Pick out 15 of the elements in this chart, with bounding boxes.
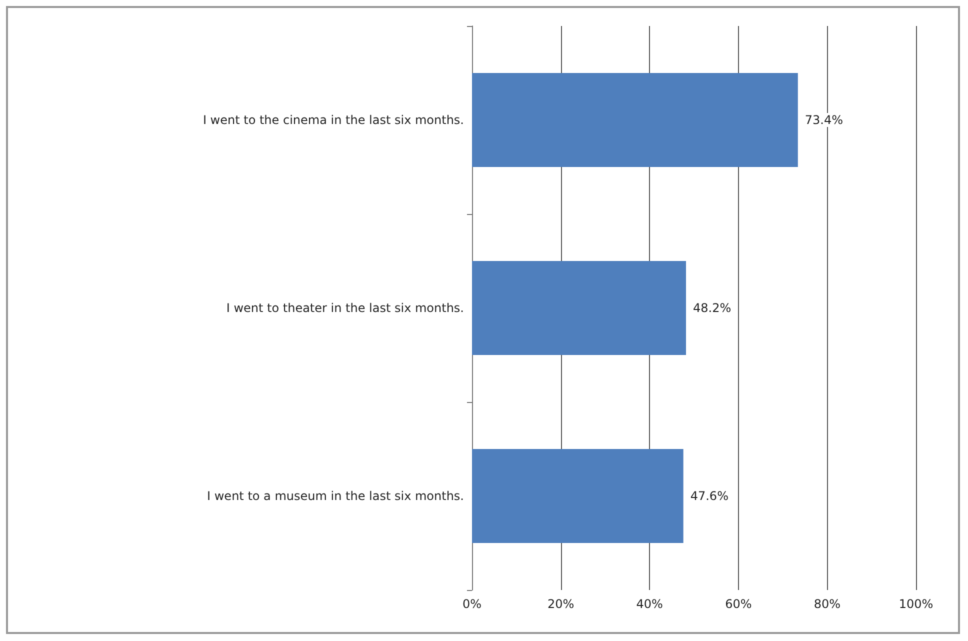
bar (472, 261, 686, 355)
x-tick-label: 60% (725, 597, 752, 611)
bar (472, 73, 798, 167)
data-label: 73.4% (804, 113, 844, 127)
x-tick-label: 80% (814, 597, 841, 611)
x-tick-label: 20% (547, 597, 574, 611)
x-tick-label: 0% (462, 597, 482, 611)
x-tick-label: 40% (636, 597, 663, 611)
y-tick-label: I went to theater in the last six months. (226, 301, 464, 315)
y-tick-label: I went to the cinema in the last six months. (202, 113, 464, 127)
data-label: 48.2% (693, 301, 732, 315)
x-tick-label: 100% (898, 597, 934, 611)
bar (472, 449, 684, 543)
y-tick-label: I went to a museum in the last six months. (207, 489, 464, 503)
data-label: 47.6% (690, 489, 728, 503)
